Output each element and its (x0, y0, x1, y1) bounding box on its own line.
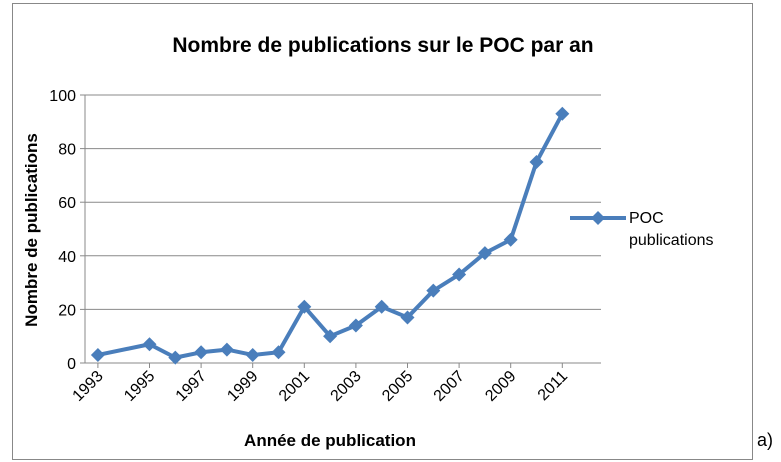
y-tick-label: 20 (58, 302, 76, 319)
marker (503, 232, 518, 247)
legend-marker (591, 211, 605, 225)
marker (348, 318, 363, 333)
marker (194, 345, 209, 360)
marker (426, 283, 441, 298)
marker (142, 337, 157, 352)
x-axis-label: Année de publication (244, 431, 416, 450)
marker (452, 267, 467, 282)
chart-title: Nombre de publications sur le POC par an (172, 34, 593, 57)
marker (374, 299, 389, 314)
chart-border (12, 3, 753, 460)
marker (529, 155, 544, 169)
y-tick-label: 0 (67, 356, 76, 373)
marker (168, 350, 183, 365)
y-tick-label: 80 (58, 142, 76, 159)
marker (400, 310, 415, 325)
marker (271, 345, 286, 360)
y-axis-label: Nombre de publications (22, 133, 41, 327)
marker (555, 106, 570, 121)
marker (90, 347, 105, 362)
marker (245, 347, 260, 362)
y-tick-label: 40 (58, 249, 76, 266)
y-tick-label: 60 (58, 195, 76, 212)
legend-label: POC publications (629, 210, 714, 249)
annotation: a) (757, 430, 773, 450)
marker (297, 299, 312, 314)
marker (477, 246, 492, 261)
marker (219, 342, 234, 357)
y-tick-label: 100 (49, 88, 76, 105)
marker (323, 329, 338, 344)
